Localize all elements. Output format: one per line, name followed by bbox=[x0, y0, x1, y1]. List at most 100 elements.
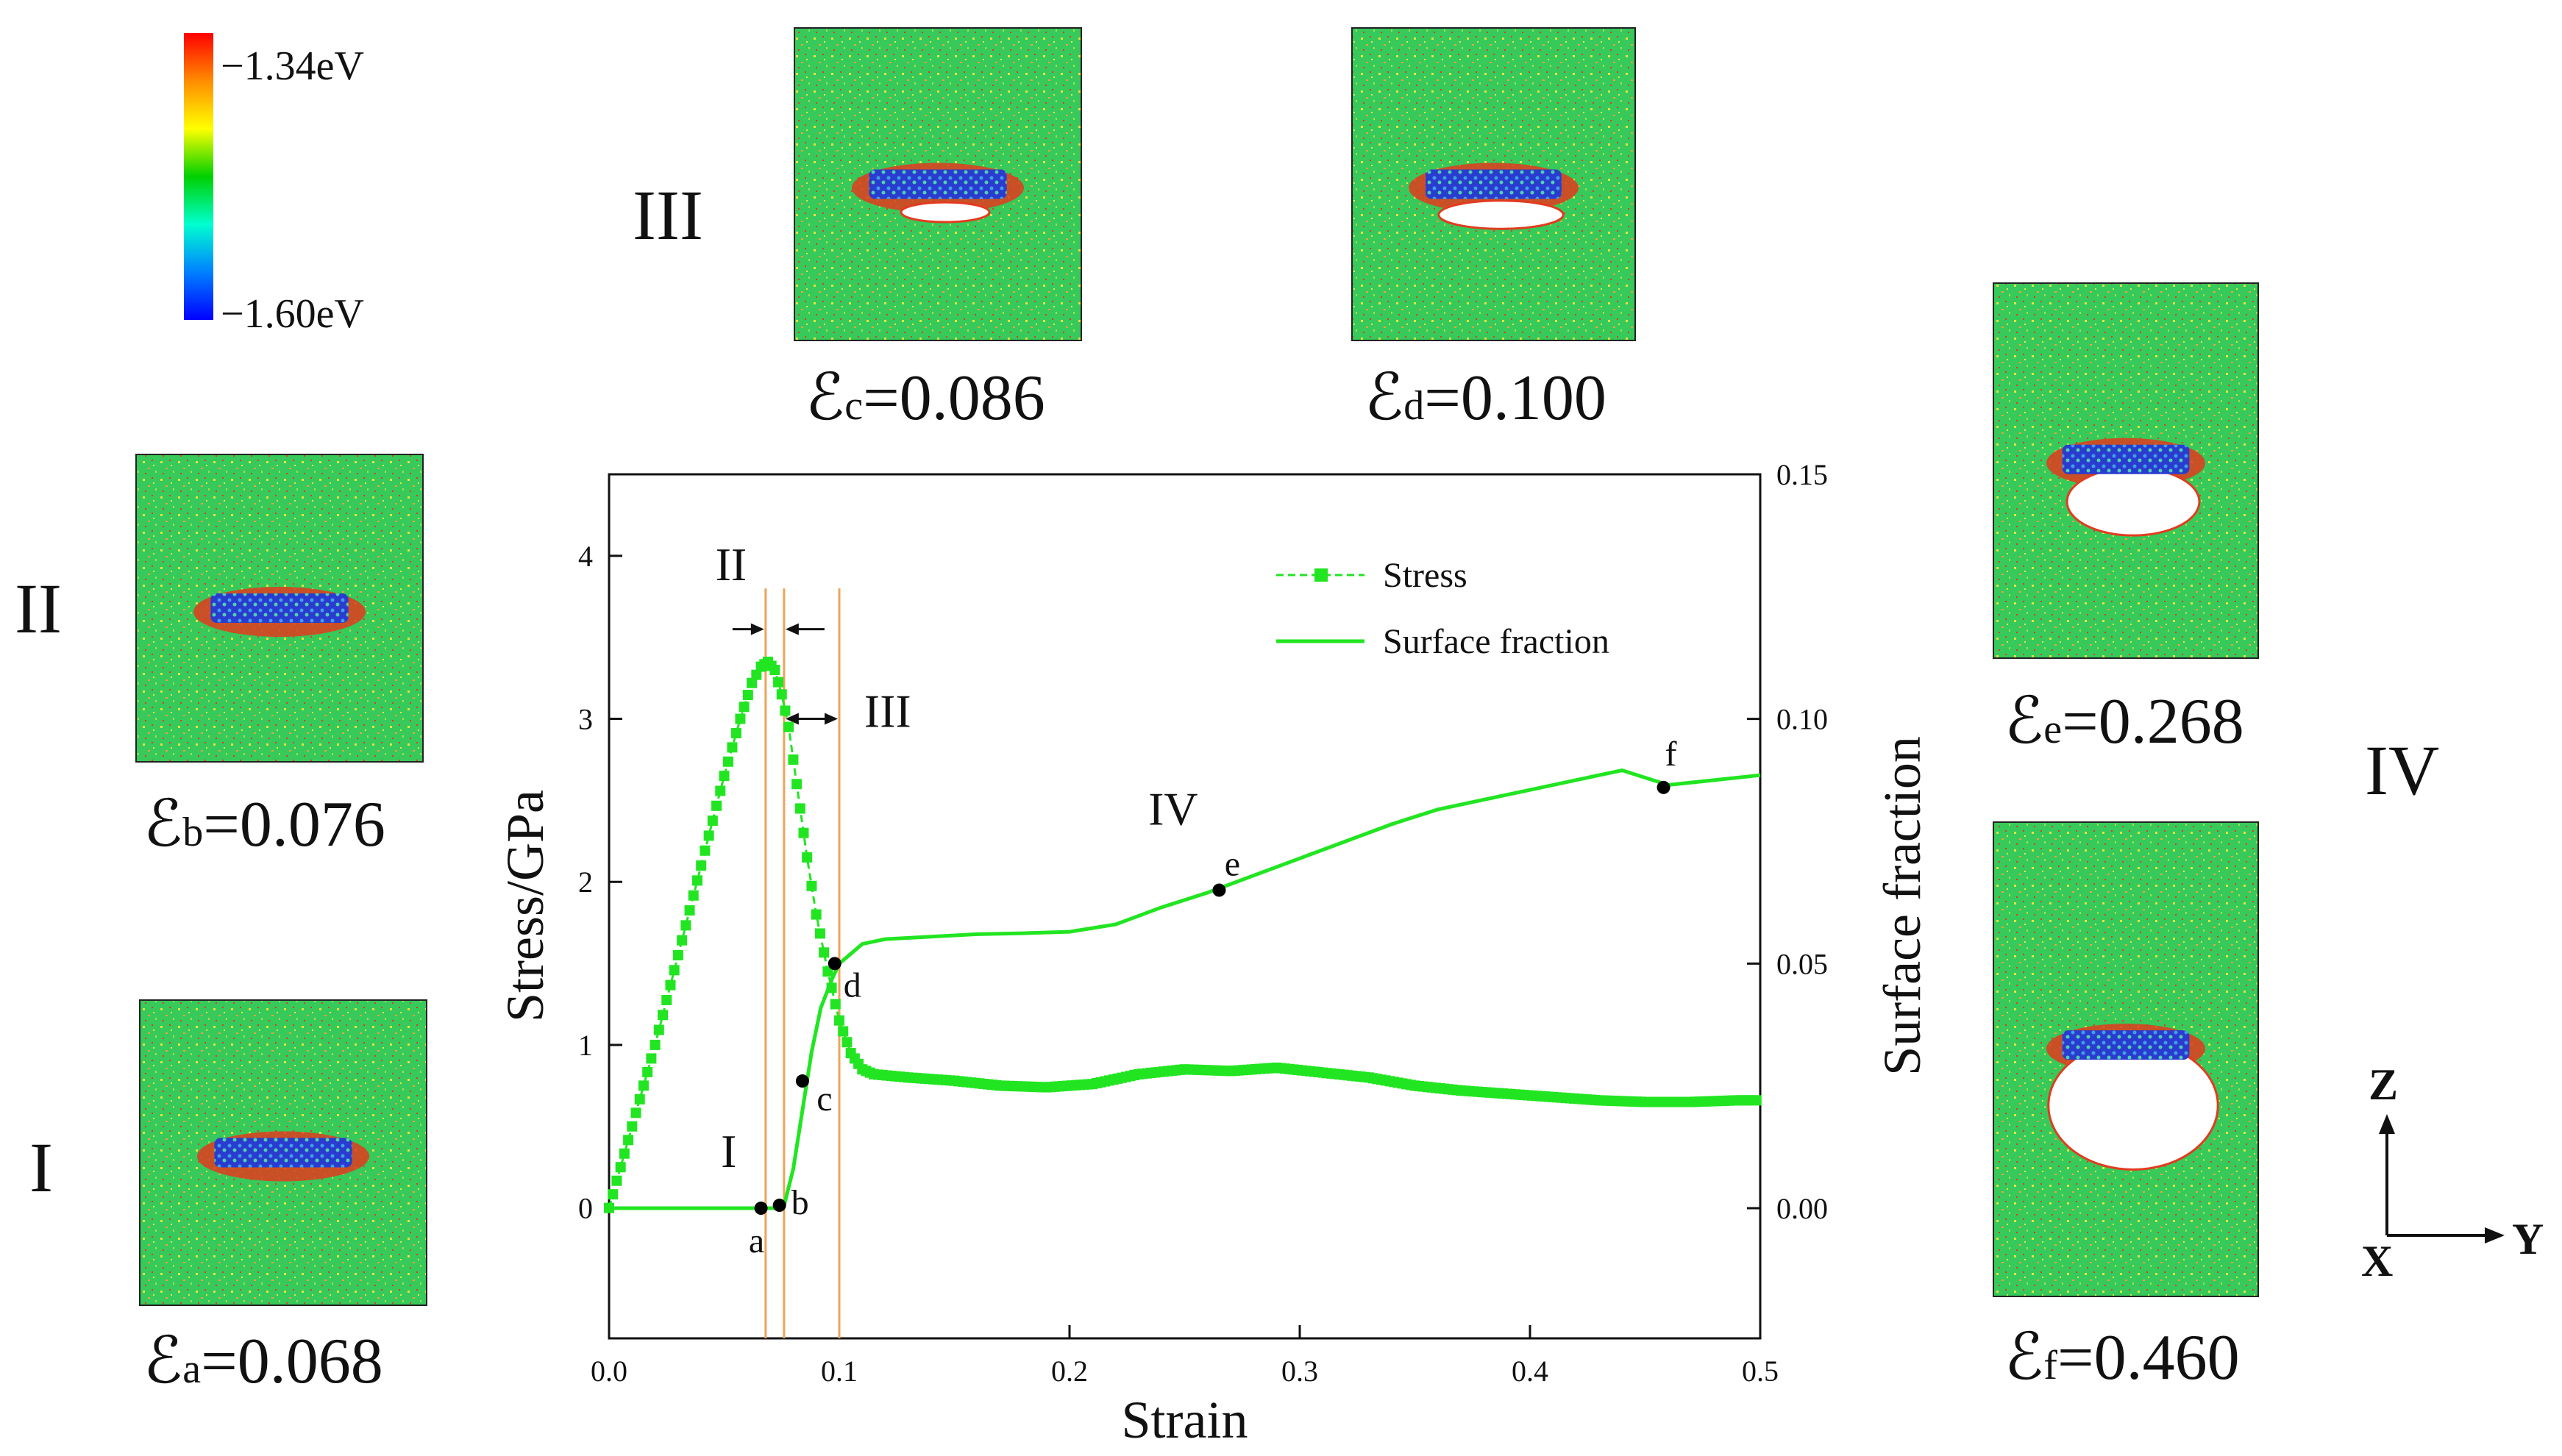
stress-marker bbox=[711, 800, 722, 811]
stress-marker bbox=[838, 1026, 849, 1037]
snapshot-d-cluster bbox=[1426, 169, 1562, 199]
colorbar: −1.34eV −1.60eV bbox=[184, 33, 364, 337]
stress-marker bbox=[634, 1093, 645, 1105]
caption-e-value: =0.268 bbox=[2062, 686, 2244, 757]
caption-c-value: =0.086 bbox=[863, 363, 1045, 434]
stress-marker bbox=[1751, 1095, 1762, 1106]
snapshot-e-cluster bbox=[2062, 444, 2190, 474]
stage-II-arrowhead-left bbox=[750, 623, 764, 635]
stage-annotation-II: II bbox=[716, 538, 747, 590]
stress-marker bbox=[611, 1175, 622, 1186]
y-tick-label: 4 bbox=[578, 540, 593, 573]
stress-marker bbox=[700, 845, 711, 856]
z-axis-label: Z bbox=[2369, 1060, 2398, 1109]
legend-stress-label: Stress bbox=[1383, 556, 1467, 595]
stress-marker bbox=[650, 1039, 661, 1050]
stress-marker bbox=[727, 742, 738, 753]
marked-point-e bbox=[1212, 883, 1226, 897]
caption-c-sub: c bbox=[844, 383, 863, 429]
x-axis-label: X bbox=[2361, 1237, 2393, 1285]
stress-marker bbox=[722, 756, 733, 767]
x-tick-label: 0.2 bbox=[1051, 1355, 1088, 1388]
stage-label-IV: IV bbox=[2365, 731, 2439, 810]
y2-tick-label: 0.00 bbox=[1776, 1192, 1828, 1225]
stage-label-III: III bbox=[633, 176, 703, 254]
caption-b: ℰb=0.076 bbox=[143, 789, 385, 860]
snapshot-b-cluster bbox=[210, 593, 349, 623]
stress-marker bbox=[719, 771, 730, 782]
snapshot-e-void bbox=[2065, 466, 2201, 537]
marked-point-b bbox=[772, 1199, 786, 1213]
stage-III-arrowhead-right bbox=[825, 713, 838, 725]
caption-b-sub: b bbox=[182, 810, 203, 855]
caption-d-sub: d bbox=[1403, 383, 1424, 429]
stress-marker bbox=[830, 999, 841, 1010]
caption-e: ℰe=0.268 bbox=[2004, 686, 2244, 757]
stage-II-arrowhead-right bbox=[785, 623, 799, 635]
stress-marker bbox=[819, 947, 830, 958]
caption-e-symbol: ℰ bbox=[2004, 686, 2043, 757]
stress-marker bbox=[669, 965, 680, 976]
stress-marker bbox=[747, 677, 758, 688]
snapshot-panels bbox=[135, 27, 2259, 1306]
caption-f-symbol: ℰ bbox=[2004, 1322, 2043, 1393]
stress-strain-chart: 0.0 0.1 0.2 0.3 0.4 0.5 0 1 2 3 4 0.00 0.05 0.10 0.15 S… bbox=[496, 458, 1932, 1449]
colorbar-min-label: −1.60eV bbox=[221, 291, 364, 337]
caption-d: ℰd=0.100 bbox=[1364, 363, 1606, 434]
caption-f: ℰf=0.460 bbox=[2004, 1322, 2240, 1393]
caption-f-sub: f bbox=[2043, 1343, 2057, 1388]
caption-b-value: =0.076 bbox=[203, 789, 385, 860]
stress-marker bbox=[776, 689, 787, 700]
stress-series-line bbox=[608, 660, 1760, 1209]
stress-marker bbox=[798, 827, 809, 838]
stress-marker bbox=[653, 1024, 664, 1035]
snapshot-f-cluster bbox=[2062, 1030, 2190, 1060]
caption-e-sub: e bbox=[2043, 707, 2062, 752]
y-axis-label: Y bbox=[2512, 1215, 2544, 1263]
x-tick-label: 0.1 bbox=[821, 1355, 858, 1388]
stress-marker bbox=[642, 1066, 653, 1077]
stress-marker bbox=[691, 875, 702, 886]
stress-marker bbox=[730, 727, 741, 738]
caption-a-symbol: ℰ bbox=[143, 1326, 182, 1397]
marked-point-d bbox=[828, 957, 841, 971]
x-tick-label: 0.0 bbox=[591, 1355, 627, 1388]
stress-marker bbox=[680, 920, 691, 931]
stress-marker bbox=[735, 713, 746, 724]
stress-marker bbox=[684, 905, 695, 916]
caption-c-symbol: ℰ bbox=[805, 363, 844, 434]
snapshot-panel-c bbox=[794, 27, 1082, 341]
stress-marker bbox=[623, 1135, 634, 1146]
stress-marker bbox=[751, 669, 762, 680]
marked-point-label-b: b bbox=[791, 1183, 809, 1222]
stage-label-II: II bbox=[15, 569, 62, 648]
stress-marker bbox=[619, 1148, 630, 1159]
legend-stress-marker bbox=[1314, 568, 1328, 582]
x-tick-label: 0.3 bbox=[1281, 1355, 1318, 1388]
stress-marker bbox=[608, 1189, 619, 1200]
colorbar-max-label: −1.34eV bbox=[221, 43, 364, 89]
stress-marker bbox=[688, 890, 699, 901]
y2-axis-title: Surface fraction bbox=[1873, 736, 1932, 1076]
stress-marker bbox=[769, 665, 780, 676]
snapshot-a-cluster bbox=[214, 1138, 352, 1168]
x-axis-title: Strain bbox=[1122, 1391, 1248, 1449]
stress-marker bbox=[658, 1010, 669, 1021]
marked-point-label-a: a bbox=[749, 1221, 764, 1260]
caption-a-sub: a bbox=[182, 1346, 201, 1392]
stress-marker bbox=[661, 994, 672, 1005]
y2-tick-label: 0.15 bbox=[1776, 458, 1828, 491]
y-axis-title: Stress/GPa bbox=[496, 790, 555, 1022]
stress-marker bbox=[696, 860, 707, 871]
stress-marker bbox=[811, 909, 822, 920]
marked-point-label-e: e bbox=[1225, 845, 1240, 884]
y-axis-arrowhead bbox=[2485, 1227, 2505, 1243]
y2-tick-label: 0.05 bbox=[1776, 947, 1828, 980]
marked-point-label-f: f bbox=[1665, 735, 1677, 774]
stress-marker bbox=[791, 779, 803, 790]
stress-marker bbox=[841, 1037, 853, 1048]
snapshot-panel-a bbox=[139, 999, 427, 1306]
stress-marker bbox=[802, 852, 813, 863]
stress-marker bbox=[822, 966, 833, 977]
